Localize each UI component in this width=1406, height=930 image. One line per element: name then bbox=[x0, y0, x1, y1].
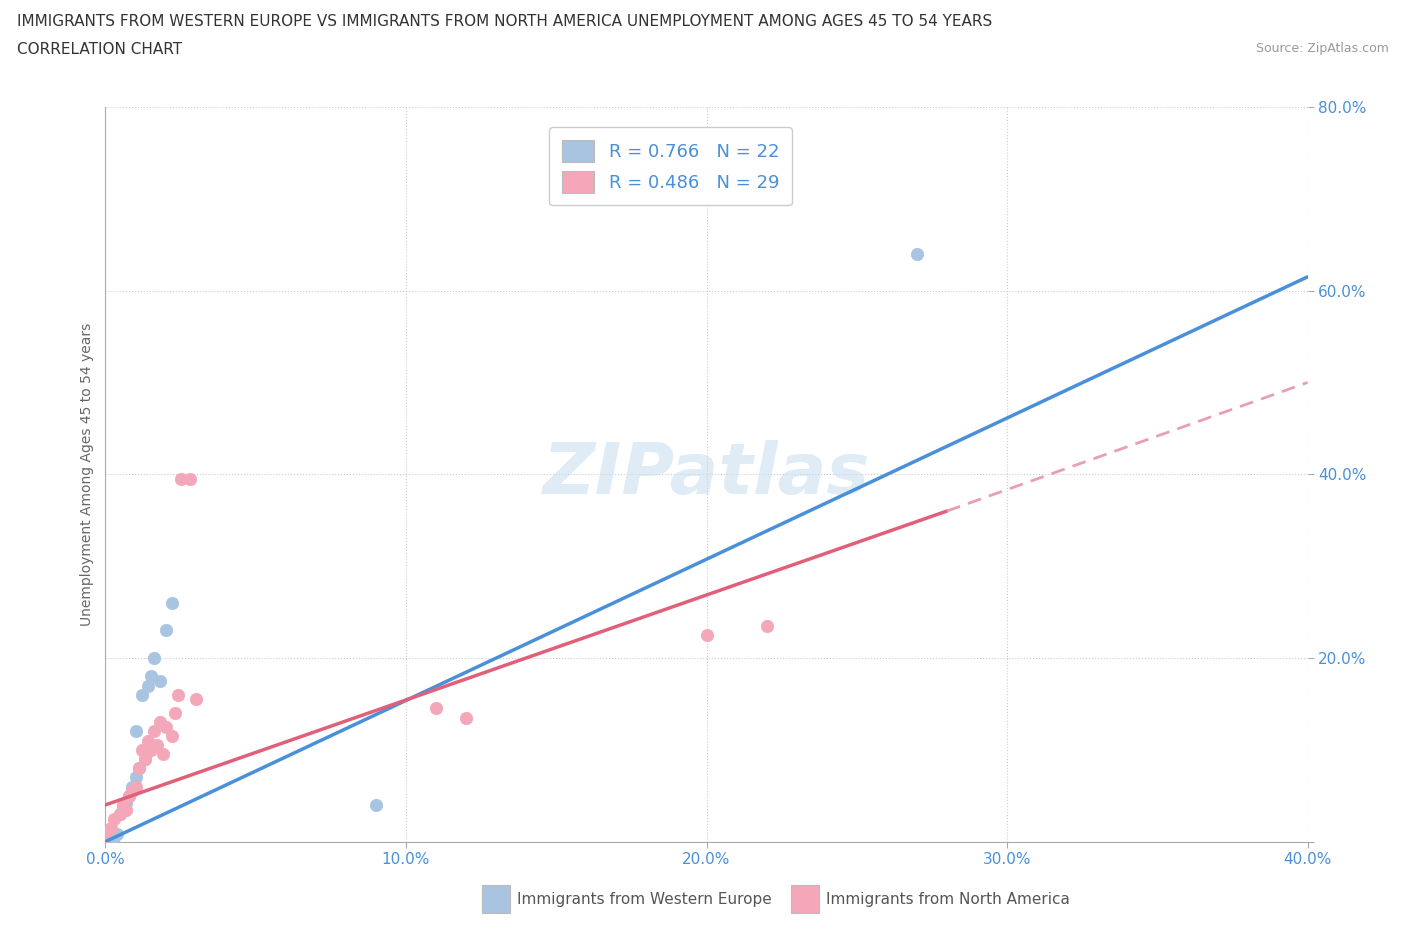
Point bbox=[112, 799, 135, 814]
Point bbox=[456, 711, 478, 725]
Point bbox=[128, 761, 150, 776]
Point bbox=[112, 798, 135, 813]
Point bbox=[136, 678, 159, 693]
Point bbox=[136, 733, 159, 748]
Point bbox=[103, 830, 125, 844]
Point bbox=[124, 779, 146, 794]
Point bbox=[121, 779, 143, 794]
Legend: R = 0.766   N = 22, R = 0.486   N = 29: R = 0.766 N = 22, R = 0.486 N = 29 bbox=[550, 127, 792, 206]
Point bbox=[100, 820, 122, 835]
Point bbox=[148, 715, 170, 730]
Point bbox=[163, 706, 186, 721]
Point bbox=[131, 687, 153, 702]
Point bbox=[115, 802, 138, 817]
Point bbox=[139, 669, 162, 684]
Point bbox=[134, 751, 156, 766]
Point bbox=[160, 595, 183, 610]
Point bbox=[118, 789, 141, 804]
Point bbox=[696, 628, 718, 643]
Point bbox=[100, 825, 122, 840]
Point bbox=[169, 472, 191, 486]
Text: ZIPatlas: ZIPatlas bbox=[543, 440, 870, 509]
Point bbox=[110, 806, 132, 821]
Point bbox=[152, 747, 174, 762]
Point bbox=[110, 806, 132, 821]
Point bbox=[160, 728, 183, 743]
Point bbox=[425, 701, 447, 716]
Point bbox=[148, 673, 170, 688]
Point bbox=[124, 724, 146, 739]
Point bbox=[755, 618, 778, 633]
Point bbox=[142, 651, 165, 666]
Point bbox=[166, 687, 188, 702]
Point bbox=[118, 789, 141, 804]
Point bbox=[145, 737, 167, 752]
Point bbox=[184, 692, 207, 707]
Point bbox=[103, 811, 125, 826]
Point bbox=[124, 770, 146, 785]
Point bbox=[115, 796, 138, 811]
Point bbox=[94, 830, 117, 844]
Point bbox=[155, 720, 177, 735]
Point bbox=[139, 742, 162, 757]
Text: Immigrants from North America: Immigrants from North America bbox=[827, 892, 1070, 907]
Text: Immigrants from Western Europe: Immigrants from Western Europe bbox=[517, 892, 772, 907]
Text: IMMIGRANTS FROM WESTERN EUROPE VS IMMIGRANTS FROM NORTH AMERICA UNEMPLOYMENT AMO: IMMIGRANTS FROM WESTERN EUROPE VS IMMIGR… bbox=[17, 14, 993, 29]
Point bbox=[905, 246, 928, 261]
Point bbox=[94, 830, 117, 844]
Y-axis label: Unemployment Among Ages 45 to 54 years: Unemployment Among Ages 45 to 54 years bbox=[80, 323, 94, 626]
Point bbox=[121, 784, 143, 799]
Point bbox=[155, 623, 177, 638]
Text: Source: ZipAtlas.com: Source: ZipAtlas.com bbox=[1256, 42, 1389, 55]
Point bbox=[131, 742, 153, 757]
Point bbox=[107, 827, 129, 842]
Point bbox=[364, 798, 387, 813]
Point bbox=[134, 751, 156, 766]
Point bbox=[128, 761, 150, 776]
Point bbox=[179, 472, 201, 486]
Point bbox=[142, 724, 165, 739]
Text: CORRELATION CHART: CORRELATION CHART bbox=[17, 42, 181, 57]
